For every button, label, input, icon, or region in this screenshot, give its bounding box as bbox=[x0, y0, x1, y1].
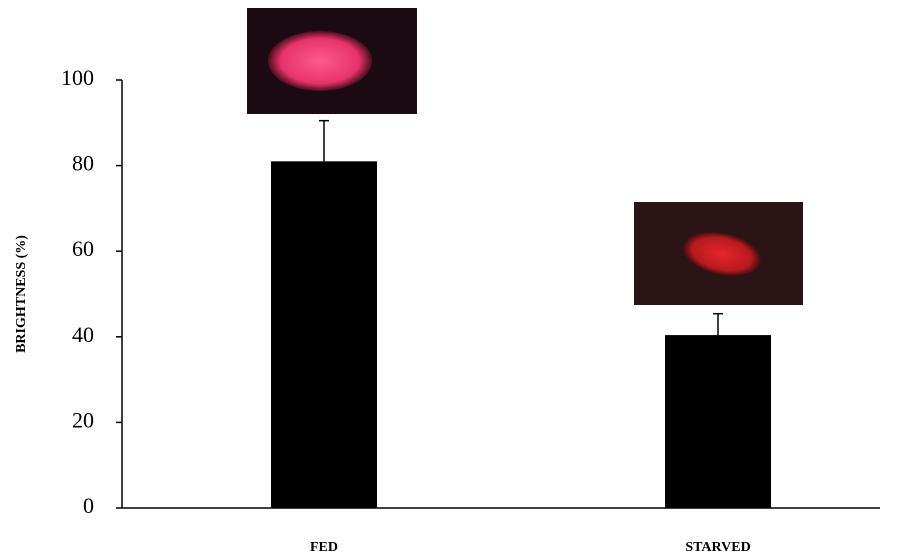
inset-image-starved bbox=[634, 202, 803, 305]
y-tick-label: 0 bbox=[83, 493, 94, 518]
bar bbox=[271, 161, 377, 508]
x-tick-label: FED bbox=[310, 540, 338, 555]
y-tick-label: 80 bbox=[72, 151, 94, 176]
y-tick-label: 20 bbox=[72, 407, 94, 432]
y-tick-label: 100 bbox=[61, 65, 94, 90]
y-axis-label: BRIGHTNESS (%) bbox=[14, 235, 29, 353]
y-tick-label: 40 bbox=[72, 322, 94, 347]
x-tick-label: STARVED bbox=[685, 540, 750, 555]
y-tick-label: 60 bbox=[72, 236, 94, 261]
inset-image-fed bbox=[247, 8, 417, 114]
bar bbox=[665, 335, 771, 508]
chart: BRIGHTNESS (%) 0 20 40 60 80 100 FED STARVED bbox=[0, 0, 905, 557]
